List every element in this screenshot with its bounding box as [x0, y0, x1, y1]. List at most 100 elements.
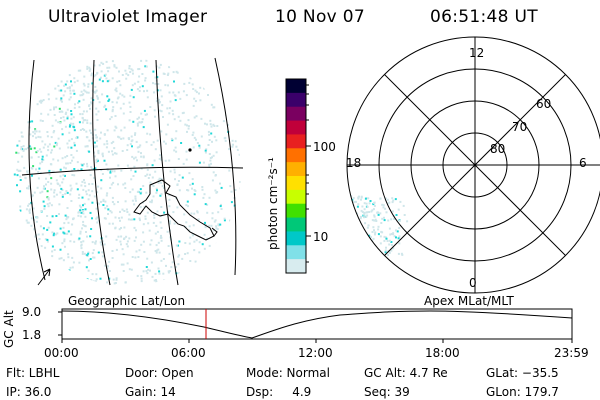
aurora-pixel — [115, 152, 118, 155]
aurora-pixel — [193, 193, 196, 196]
aurora-pixel — [212, 123, 215, 126]
polar-aurora-pixel — [357, 197, 360, 200]
aurora-pixel — [88, 129, 91, 132]
aurora-pixel — [120, 235, 123, 238]
aurora-pixel — [200, 135, 203, 138]
aurora-pixel — [145, 191, 148, 194]
aurora-pixel — [105, 194, 108, 197]
aurora-pixel — [33, 132, 36, 135]
aurora-pixel — [111, 170, 114, 173]
aurora-pixel — [155, 100, 158, 103]
aurora-pixel — [69, 124, 72, 126]
colorbar-cell — [286, 106, 306, 122]
aurora-pixel — [210, 125, 213, 128]
aurora-pixel — [114, 88, 117, 91]
aurora-pixel — [99, 241, 102, 244]
polar-plot — [346, 36, 600, 294]
aurora-pixel — [26, 146, 29, 149]
aurora-pixel — [130, 135, 133, 138]
aurora-pixel — [236, 148, 239, 151]
aurora-pixel — [142, 155, 145, 158]
aurora-pixel — [122, 270, 125, 272]
aurora-pixel — [128, 237, 131, 240]
aurora-pixel — [186, 189, 189, 191]
aurora-pixel — [84, 119, 87, 122]
aurora-pixel — [93, 195, 96, 198]
aurora-pixel — [129, 105, 132, 108]
aurora-pixel — [120, 227, 122, 229]
aurora-pixel — [121, 74, 124, 76]
aurora-pixel — [166, 107, 169, 110]
aurora-pixel — [131, 188, 134, 191]
aurora-pixel — [88, 194, 91, 197]
aurora-pixel — [64, 167, 67, 170]
aurora-pixel — [136, 124, 139, 127]
aurora-pixel — [81, 116, 84, 119]
aurora-pixel — [57, 137, 60, 140]
aurora-pixel — [165, 264, 167, 267]
aurora-pixel — [64, 214, 67, 217]
aurora-pixel — [75, 182, 78, 185]
aurora-pixel — [30, 201, 33, 204]
polar-aurora-pixel — [379, 212, 382, 215]
aurora-pixel — [52, 131, 55, 134]
polar-aurora-pixel — [352, 216, 354, 219]
aurora-pixel — [89, 68, 92, 71]
aurora-pixel — [88, 69, 91, 72]
timeline-xtick-2359: 23:59 — [554, 346, 589, 360]
polar-aurora-pixel — [395, 214, 398, 216]
aurora-pixel — [62, 226, 65, 229]
aurora-pixel — [57, 159, 60, 162]
polar-aurora-pixel — [379, 197, 382, 200]
aurora-pixel — [135, 250, 138, 253]
polar-aurora-pixel — [355, 217, 358, 220]
aurora-pixel — [95, 273, 98, 276]
polar-aurora-pixel — [406, 220, 409, 223]
aurora-pixel — [53, 191, 56, 194]
polar-aurora-pixel — [373, 219, 376, 222]
polar-aurora-pixel — [399, 200, 402, 203]
aurora-pixel — [173, 171, 176, 174]
aurora-pixel — [93, 176, 96, 179]
aurora-pixel — [66, 142, 69, 145]
timeline-right-title: Apex MLat/MLT — [424, 294, 514, 308]
aurora-pixel — [140, 155, 143, 158]
aurora-pixel — [133, 226, 136, 229]
aurora-pixel — [188, 81, 191, 84]
aurora-pixel — [19, 205, 22, 208]
aurora-pixel — [51, 231, 54, 234]
polar-aurora-pixel — [367, 197, 370, 200]
aurora-pixel — [215, 151, 218, 154]
aurora-pixel — [97, 151, 100, 154]
polar-aurora-pixel — [359, 217, 362, 220]
polar-aurora-pixel — [353, 249, 356, 251]
polar-aurora-pixel — [390, 233, 393, 235]
aurora-pixel — [58, 147, 61, 150]
aurora-pixel — [212, 154, 215, 157]
aurora-pixel — [133, 82, 136, 85]
aurora-pixel — [67, 256, 70, 259]
aurora-pixel — [95, 217, 98, 220]
polar-aurora-pixel — [363, 244, 366, 247]
aurora-pixel — [169, 170, 172, 173]
aurora-pixel — [121, 94, 124, 97]
aurora-pixel — [173, 118, 176, 121]
polar-aurora-pixel — [357, 254, 360, 257]
aurora-pixel — [131, 218, 134, 221]
aurora-pixel — [82, 82, 85, 85]
polar-aurora-pixel — [393, 218, 396, 220]
aurora-pixel — [70, 110, 73, 112]
aurora-pixel — [137, 68, 140, 71]
aurora-pixel — [54, 233, 57, 236]
aurora-pixel — [22, 145, 25, 148]
aurora-pixel — [77, 197, 80, 199]
aurora-pixel — [106, 66, 109, 69]
aurora-pixel — [91, 217, 93, 220]
aurora-pixel — [158, 66, 161, 69]
aurora-pixel — [46, 190, 49, 193]
aurora-pixel — [83, 128, 86, 131]
aurora-pixel — [96, 191, 99, 194]
aurora-pixel — [46, 131, 49, 133]
aurora-pixel — [37, 135, 40, 138]
aurora-pixel — [100, 179, 103, 182]
